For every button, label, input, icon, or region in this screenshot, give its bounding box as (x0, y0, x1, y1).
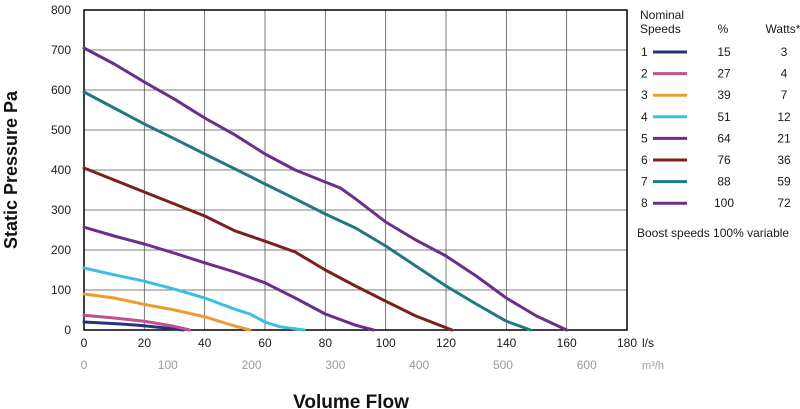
legend-watts-speed-5: 21 (777, 131, 791, 145)
legend-footnote: Boost speeds 100% variable (637, 226, 789, 240)
y-tick-label: 700 (51, 43, 71, 57)
legend-watts-speed-1: 3 (781, 45, 788, 59)
legend-watts-speed-3: 7 (781, 88, 788, 102)
legend-watts-speed-2: 4 (781, 67, 788, 81)
legend-speed-8: 8 (641, 196, 648, 210)
x-tick-label: 180 (617, 336, 637, 350)
secondary-x-tick-label: 500 (493, 358, 513, 372)
legend-percent-speed-3: 39 (717, 88, 731, 102)
y-tick-label: 800 (51, 3, 71, 17)
legend-header-watts: Watts* (766, 22, 800, 36)
y-tick-label: 400 (51, 163, 71, 177)
y-tick-label: 600 (51, 83, 71, 97)
x-tick-label: 140 (496, 336, 516, 350)
secondary-x-tick-label: 300 (325, 358, 345, 372)
legend-rows: 1 15 3 2 27 4 3 39 7 4 51 12 5 64 21 6 76 36 7 88 59 8 100 72 (641, 45, 791, 210)
secondary-x-axis-ticks: 0 100 200 300 400 500 600 (81, 358, 597, 372)
legend: Nominal Speeds % Watts* 1 15 32 27 43 39 74 51 1… (637, 8, 800, 240)
legend-percent-speed-6: 76 (717, 153, 731, 167)
legend-header-speeds-line2: Speeds (640, 22, 681, 36)
legend-percent-speed-2: 27 (717, 67, 731, 81)
x-tick-label: 0 (81, 336, 88, 350)
y-tick-label: 500 (51, 123, 71, 137)
y-tick-label: 300 (51, 203, 71, 217)
legend-percent-speed-8: 100 (714, 196, 734, 210)
legend-speed-4: 4 (641, 110, 648, 124)
x-tick-label: 100 (376, 336, 396, 350)
y-tick-label: 0 (64, 323, 71, 337)
legend-percent-speed-7: 88 (717, 175, 731, 189)
series-line-speed-3 (82, 292, 252, 332)
legend-speed-5: 5 (641, 131, 648, 145)
x-axis-ticks: 0 20 40 60 80 100 120 140 160 180 (81, 336, 638, 350)
x-unit-secondary-label: m³/h (642, 360, 664, 372)
legend-percent-speed-4: 51 (717, 110, 731, 124)
series-line-speed-1 (82, 320, 186, 332)
series-line-speed-4 (82, 266, 306, 332)
legend-watts-speed-7: 59 (777, 175, 791, 189)
legend-speed-6: 6 (641, 153, 648, 167)
legend-watts-speed-6: 36 (777, 153, 791, 167)
series-line-speed-8 (82, 46, 569, 332)
x-tick-label: 80 (319, 336, 333, 350)
series-line-speed-6 (82, 166, 454, 332)
x-tick-label: 120 (436, 336, 456, 350)
legend-speed-3: 3 (641, 88, 648, 102)
x-tick-label: 60 (258, 336, 272, 350)
grid (84, 10, 627, 330)
secondary-x-tick-label: 600 (577, 358, 597, 372)
y-axis-ticks: 0 100 200 300 400 500 600 700 800 (51, 3, 71, 337)
x-unit-label: l/s (642, 336, 654, 350)
y-tick-label: 100 (51, 283, 71, 297)
y-axis-label: Static Pressure Pa (1, 90, 21, 249)
legend-percent-speed-5: 64 (717, 131, 731, 145)
legend-speed-7: 7 (641, 175, 648, 189)
secondary-x-tick-label: 400 (409, 358, 429, 372)
legend-watts-speed-8: 72 (777, 196, 791, 210)
secondary-x-tick-label: 200 (242, 358, 262, 372)
x-tick-label: 160 (557, 336, 577, 350)
series-line-speed-5 (82, 225, 376, 332)
legend-header-percent: % (718, 22, 729, 36)
secondary-x-tick-label: 100 (158, 358, 178, 372)
legend-speed-2: 2 (641, 67, 648, 81)
x-tick-label: 40 (198, 336, 212, 350)
y-tick-label: 200 (51, 243, 71, 257)
secondary-x-tick-label: 0 (81, 358, 88, 372)
plot-frame (83, 9, 628, 331)
legend-watts-speed-4: 12 (777, 110, 791, 124)
x-tick-label: 20 (138, 336, 152, 350)
legend-percent-speed-1: 15 (717, 45, 731, 59)
series-lines (82, 46, 569, 332)
x-axis-label: Volume Flow (293, 392, 409, 409)
legend-speed-1: 1 (641, 45, 648, 59)
series-line-speed-7 (82, 90, 532, 332)
legend-header-speeds-line1: Nominal (640, 8, 684, 22)
series-line-speed-2 (82, 313, 192, 332)
